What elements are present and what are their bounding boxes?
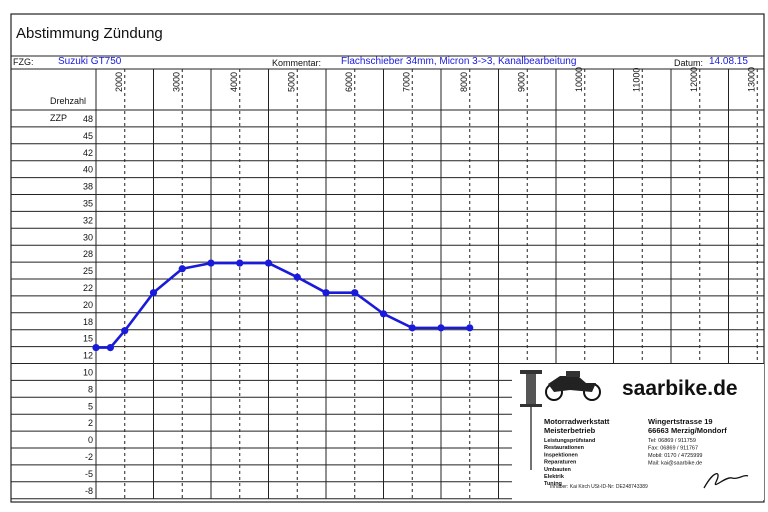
- y-tick-label: 32: [83, 215, 93, 225]
- stamp-service-line: Meisterbetrieb: [544, 426, 596, 435]
- ignition-curve-line: [96, 261, 470, 349]
- y-tick-label: 38: [83, 182, 93, 192]
- data-point: [106, 344, 114, 352]
- x-tick-label: 4000: [229, 72, 239, 92]
- y-tick-label: 0: [88, 435, 93, 445]
- x-tick-label: 10000: [574, 67, 584, 92]
- y-tick-label: 18: [83, 317, 93, 327]
- signature-icon: [703, 473, 749, 489]
- stamp-address-line: Mobil: 0170 / 4725999: [648, 453, 702, 459]
- motorcycle-logo-icon: [520, 370, 601, 470]
- data-point: [178, 265, 186, 273]
- x-tick-label: 7000: [401, 72, 411, 92]
- x-tick-label: 12000: [689, 67, 699, 92]
- y-tick-label: 5: [88, 401, 93, 411]
- zzp-axis-label: ZZP: [50, 113, 67, 123]
- data-point: [379, 310, 388, 318]
- y-tick-label: -2: [85, 452, 93, 462]
- data-point: [351, 289, 359, 297]
- stamp-address-line: Mail: kai@saarbike.de: [648, 461, 702, 467]
- y-tick-label: 28: [83, 249, 93, 259]
- sheet-title: Abstimmung Zündung: [16, 25, 163, 42]
- x-tick-label: 13000: [746, 67, 756, 92]
- y-tick-label: 25: [83, 266, 93, 276]
- y-tick-label: 40: [83, 165, 93, 175]
- chart-grid: [11, 55, 764, 500]
- kommentar-value: Flachschieber 34mm, Micron 3->3, Kanalbe…: [341, 56, 576, 67]
- x-tick-label: 11000: [631, 68, 641, 92]
- stamp-address-line: 66663 Merzig/Mondorf: [648, 426, 727, 435]
- stamp-address-line: Fax: 06869 / 911767: [648, 446, 698, 452]
- y-tick-label: -8: [85, 486, 93, 496]
- ignition-curve: [92, 259, 474, 352]
- data-point: [236, 259, 244, 267]
- stamp-address-line: Tel: 06869 / 911759: [648, 438, 696, 444]
- y-tick-label: 10: [83, 368, 93, 378]
- x-tick-label: 3000: [171, 72, 181, 92]
- stamp-service-line: Restaurationen: [544, 445, 585, 451]
- y-tick-label: 45: [83, 131, 93, 141]
- data-point: [121, 327, 129, 335]
- datum-value: 14.08.15: [709, 56, 748, 67]
- stamp-service-line: Umbauten: [544, 467, 572, 473]
- rpm-axis-label: Drehzahl: [50, 96, 86, 106]
- data-point: [264, 259, 273, 267]
- data-point: [408, 324, 416, 332]
- y-tick-label: 30: [83, 232, 93, 242]
- data-point: [466, 324, 474, 332]
- x-tick-label: 8000: [459, 72, 469, 92]
- stamp-service-line: Leistungsprüfstand: [544, 438, 595, 444]
- stamp-address-line: Wingertstrasse 19: [648, 417, 713, 426]
- y-tick-label: 48: [83, 114, 93, 124]
- data-point: [322, 289, 330, 297]
- y-axis-labels: 484542403835323028252220181512108520-2-5…: [83, 114, 93, 496]
- data-point: [437, 324, 445, 332]
- y-tick-label: 22: [83, 283, 93, 293]
- workshop-stamp: saarbike.de MotorradwerkstattMeisterbetr…: [512, 364, 764, 500]
- x-tick-label: 9000: [516, 72, 526, 92]
- y-tick-label: 35: [83, 199, 93, 209]
- data-point: [293, 273, 301, 281]
- stamp-brand: saarbike.de: [622, 377, 738, 400]
- stamp-service-line: Reparaturen: [544, 460, 577, 466]
- fzg-label: FZG:: [13, 57, 34, 67]
- y-tick-label: 20: [83, 300, 93, 310]
- x-axis-labels: 2000 3000 4000 5000 6000 7000 8000 9000 10000 110…: [114, 67, 757, 92]
- stamp-service-line: Tuning: [544, 481, 562, 487]
- data-point: [149, 289, 158, 297]
- stamp-service-line: Inspektionen: [544, 452, 579, 458]
- sheet-border: [10, 13, 765, 503]
- x-tick-label: 5000: [286, 72, 296, 92]
- stamp-service-line: Elektrik: [544, 474, 565, 480]
- y-tick-label: 2: [88, 418, 93, 428]
- fzg-value: Suzuki GT750: [58, 56, 122, 67]
- y-tick-label: 15: [83, 334, 93, 344]
- y-tick-label: 42: [83, 148, 93, 158]
- x-tick-label: 2000: [114, 72, 124, 92]
- x-tick-label: 6000: [344, 72, 354, 92]
- stamp-footer: Inhaber: Kai Kirch USt-ID-Nr: DE24874338…: [550, 484, 648, 490]
- data-point: [207, 259, 215, 267]
- kommentar-label: Kommentar:: [272, 58, 321, 68]
- data-point: [92, 344, 100, 352]
- y-tick-label: -5: [85, 469, 93, 479]
- y-tick-label: 8: [88, 384, 93, 394]
- stamp-service-line: Motorradwerkstatt: [544, 417, 610, 426]
- y-tick-label: 12: [83, 351, 93, 361]
- datum-label: Datum:: [674, 58, 703, 68]
